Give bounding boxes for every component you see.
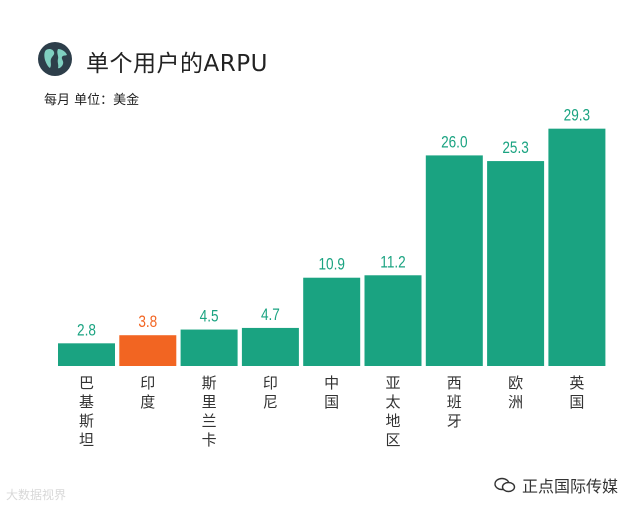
chart-title: 单个用户的ARPU [86, 51, 268, 77]
x-tick-label-2: 斯里兰卡 [201, 374, 217, 449]
data-label-8: 29.3 [564, 106, 590, 125]
bar-8 [548, 128, 606, 366]
globe-icon [38, 42, 72, 76]
x-tick-label-1: 印度 [140, 374, 156, 411]
watermark-left: 大数据视界 [6, 488, 67, 502]
wechat-icon [494, 477, 516, 493]
bar-5 [364, 275, 422, 366]
x-tick-label-8: 英国 [569, 374, 585, 411]
data-label-7: 25.3 [502, 139, 528, 158]
bar-4 [303, 277, 361, 366]
watermark-right: 正点国际传媒 [494, 473, 618, 497]
watermark-right-text: 正点国际传媒 [522, 477, 619, 496]
bar-7 [487, 161, 545, 366]
x-tick-label-4: 中国 [324, 374, 340, 411]
x-tick-label-0: 巴基斯坦 [78, 374, 94, 449]
data-label-4: 10.9 [318, 255, 344, 274]
data-label-2: 4.5 [200, 307, 219, 326]
x-tick-label-7: 欧洲 [508, 374, 524, 411]
x-tick-label-5: 亚太地区 [385, 374, 401, 449]
bar-0 [58, 343, 115, 366]
bar-2 [180, 329, 238, 366]
data-label-1: 3.8 [138, 313, 157, 332]
x-tick-label-3: 印尼 [262, 374, 278, 411]
bar-6 [425, 155, 483, 366]
data-label-0: 2.8 [77, 321, 96, 340]
bar-3 [241, 327, 299, 366]
data-label-5: 11.2 [380, 253, 405, 272]
data-label-6: 26.0 [441, 133, 467, 152]
data-label-3: 4.7 [261, 306, 280, 325]
x-tick-label-6: 西班牙 [446, 374, 462, 430]
bar-1 [119, 335, 177, 366]
chart-subtitle: 每月 单位：美金 [44, 93, 140, 108]
